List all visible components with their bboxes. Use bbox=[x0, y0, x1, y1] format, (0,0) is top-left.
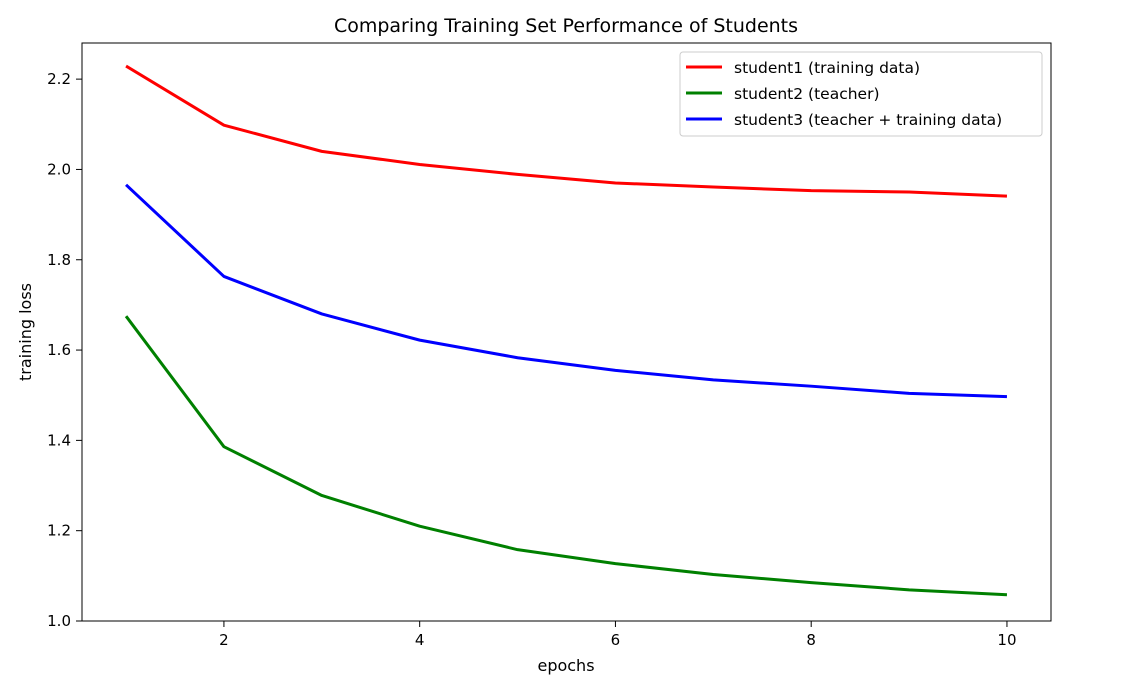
y-tick-label: 1.6 bbox=[47, 341, 71, 359]
x-axis-label: epochs bbox=[537, 656, 594, 675]
x-tick-label: 10 bbox=[997, 631, 1016, 649]
series-line-student2 bbox=[124, 315, 1008, 597]
series-line-student1 bbox=[125, 64, 1008, 198]
series-line-student3 bbox=[125, 183, 1007, 399]
y-axis-label: training loss bbox=[16, 283, 35, 381]
legend-box bbox=[679, 51, 1043, 137]
x-tick-label: 8 bbox=[806, 631, 816, 649]
y-tick-label: 2.2 bbox=[47, 70, 71, 88]
x-tick-label: 6 bbox=[611, 631, 621, 649]
y-tick-label: 2.0 bbox=[47, 160, 71, 178]
chart-title: Comparing Training Set Performance of St… bbox=[334, 15, 798, 37]
y-tick-label: 1.8 bbox=[47, 251, 71, 269]
y-axis-ticks: 1.0 1.2 1.4 1.6 1.8 2.0 2.2 bbox=[47, 70, 82, 630]
x-tick-label: 2 bbox=[219, 631, 229, 649]
y-tick-label: 1.0 bbox=[47, 612, 71, 630]
x-tick-label: 4 bbox=[415, 631, 425, 649]
y-tick-label: 1.4 bbox=[47, 431, 71, 449]
legend-label-student3: student3 (teacher + training data) bbox=[734, 111, 1002, 129]
series-layer bbox=[124, 64, 1008, 597]
plot-area: 2 4 6 8 10 1.0 1.2 1.4 1.6 1.8 2.0 2.2 bbox=[47, 42, 1052, 649]
x-axis-ticks: 2 4 6 8 10 bbox=[219, 621, 1017, 649]
legend-label-student2: student2 (teacher) bbox=[734, 85, 880, 103]
legend-label-student1: student1 (training data) bbox=[734, 59, 920, 77]
y-tick-label: 1.2 bbox=[47, 522, 71, 540]
axes-frame bbox=[81, 42, 1052, 622]
legend: student1 (training data) student2 (teach… bbox=[679, 51, 1043, 137]
